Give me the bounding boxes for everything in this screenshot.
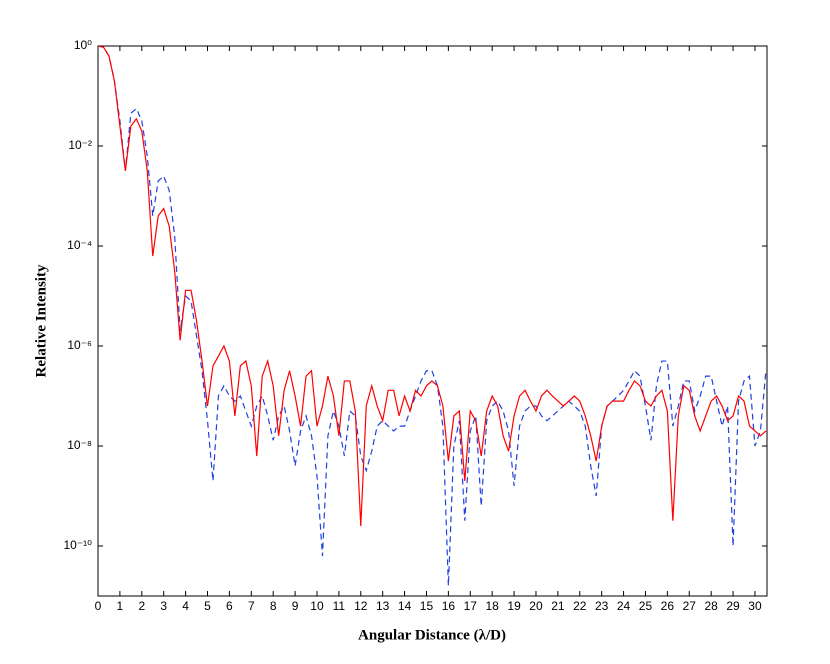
- x-tick-label: 24: [617, 599, 631, 613]
- x-tick-label: 6: [226, 599, 233, 613]
- x-tick-label: 0: [95, 599, 102, 613]
- x-tick-label: 22: [573, 599, 587, 613]
- x-tick-label: 28: [704, 599, 718, 613]
- x-tick-label: 17: [464, 599, 478, 613]
- y-tick-label: 10⁻⁴: [67, 238, 92, 252]
- y-tick-label: 10⁻¹⁰: [64, 538, 93, 552]
- x-tick-label: 10: [310, 599, 324, 613]
- x-tick-label: 26: [661, 599, 675, 613]
- x-tick-label: 1: [117, 599, 124, 613]
- x-tick-label: 23: [595, 599, 609, 613]
- y-tick-label: 10⁻⁶: [67, 338, 92, 352]
- y-tick-label: 10⁻²: [68, 138, 92, 152]
- x-tick-label: 16: [442, 599, 456, 613]
- x-tick-label: 19: [507, 599, 521, 613]
- x-tick-label: 9: [292, 599, 299, 613]
- series-line: [98, 46, 767, 586]
- x-tick-label: 18: [485, 599, 499, 613]
- x-tick-label: 29: [726, 599, 740, 613]
- series-line: [98, 46, 767, 527]
- x-tick-label: 30: [748, 599, 762, 613]
- x-tick-label: 4: [182, 599, 189, 613]
- x-tick-label: 12: [354, 599, 368, 613]
- x-tick-label: 2: [138, 599, 145, 613]
- x-tick-label: 15: [420, 599, 434, 613]
- x-tick-label: 11: [333, 599, 346, 613]
- x-tick-label: 5: [204, 599, 211, 613]
- x-tick-label: 27: [683, 599, 697, 613]
- plot-frame: [97, 45, 768, 597]
- x-tick-label: 21: [551, 599, 565, 613]
- x-tick-label: 20: [529, 599, 543, 613]
- x-tick-label: 3: [160, 599, 167, 613]
- x-tick-label: 14: [398, 599, 412, 613]
- x-tick-label: 13: [376, 599, 390, 613]
- x-tick-label: 8: [270, 599, 277, 613]
- x-tick-label: 7: [248, 599, 255, 613]
- x-axis-label: Angular Distance (λ/D): [358, 627, 506, 643]
- y-tick-label: 10⁰: [74, 38, 92, 52]
- y-tick-label: 10⁻⁸: [67, 438, 92, 452]
- x-tick-label: 25: [639, 599, 653, 613]
- y-axis-label: Relative Intensity: [33, 264, 49, 377]
